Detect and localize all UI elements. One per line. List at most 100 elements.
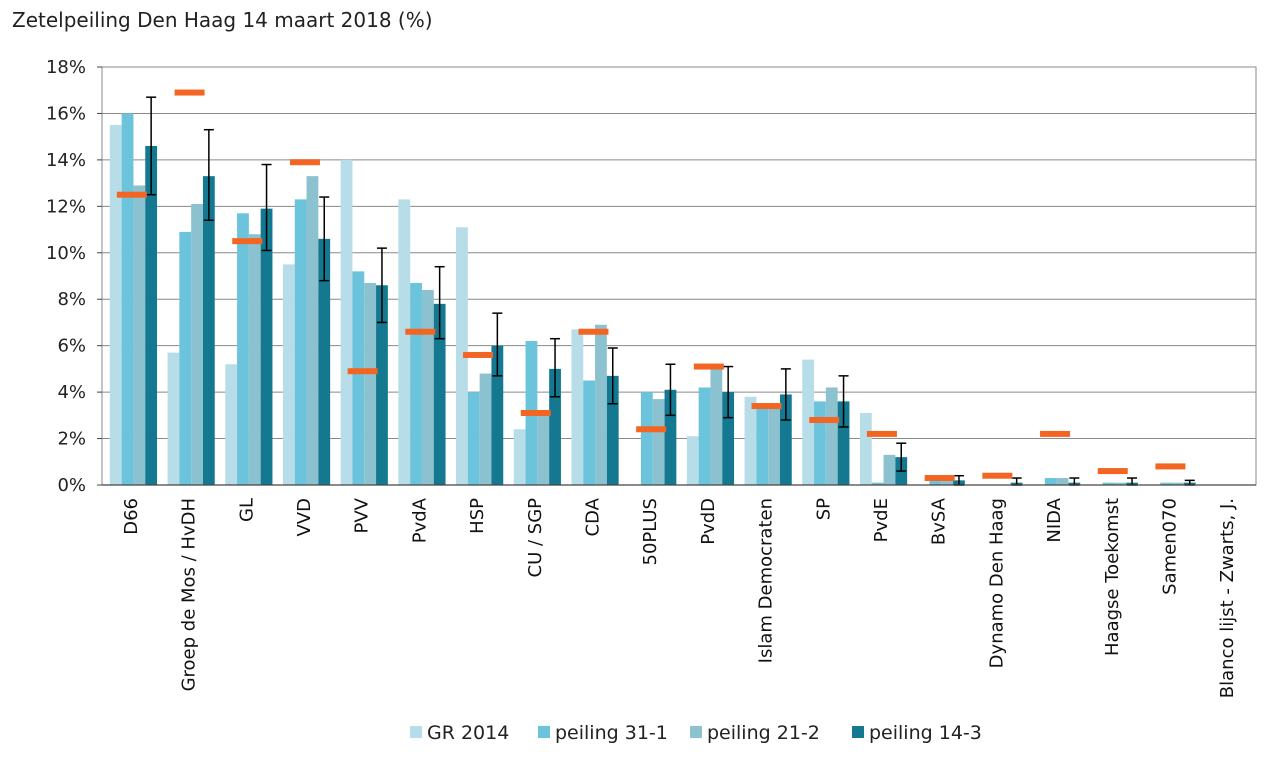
bar <box>191 204 203 485</box>
bar <box>640 392 653 485</box>
bar <box>376 285 388 485</box>
bar <box>352 271 365 485</box>
bar <box>768 403 780 485</box>
marker <box>636 426 667 433</box>
bar <box>294 199 307 485</box>
bar <box>686 436 699 485</box>
bar <box>237 213 249 486</box>
marker <box>578 328 609 335</box>
bar <box>179 231 192 485</box>
marker <box>405 328 436 335</box>
bar <box>664 389 677 485</box>
x-tick-label: Groep de Mos / HvDH <box>179 498 200 691</box>
y-tick-label: 4% <box>57 382 86 403</box>
x-tick-label: SP <box>813 498 834 520</box>
bar <box>1160 482 1173 485</box>
bar <box>318 238 331 485</box>
bar <box>1114 482 1127 485</box>
bar <box>537 415 550 485</box>
bar <box>941 478 954 485</box>
bar <box>698 387 711 485</box>
x-tick-label: PvdD <box>698 498 719 545</box>
bar <box>479 373 492 485</box>
bar <box>606 375 619 485</box>
chart-title: Zetelpeiling Den Haag 14 maart 2018 (%) <box>12 8 433 32</box>
marker <box>1155 463 1186 470</box>
bar <box>109 125 122 486</box>
bar <box>871 482 884 485</box>
bar <box>652 399 665 485</box>
marker <box>116 191 147 198</box>
bar <box>248 234 261 485</box>
bar <box>133 185 146 485</box>
bar <box>549 368 561 485</box>
x-tick-label: CU / SGP <box>525 498 546 578</box>
y-tick-label: 8% <box>57 289 86 310</box>
marker <box>866 430 897 437</box>
bar <box>595 324 607 485</box>
legend-swatch <box>690 726 702 738</box>
y-tick-label: 18% <box>46 57 86 78</box>
bar <box>421 289 434 485</box>
bar <box>364 282 377 485</box>
bar <box>859 413 872 485</box>
marker <box>982 472 1013 479</box>
x-tick-label: NIDA <box>1044 497 1065 542</box>
x-tick-label: 50PLUS <box>640 498 661 566</box>
marker <box>174 89 205 96</box>
x-tick-label: PvdA <box>409 497 430 543</box>
y-tick-label: 14% <box>46 150 86 171</box>
marker <box>1097 468 1128 475</box>
bar <box>491 345 504 485</box>
bar <box>433 303 446 485</box>
bar <box>1056 478 1069 485</box>
x-tick-label: BvSA <box>929 497 950 545</box>
bar <box>744 396 757 485</box>
bar <box>1044 478 1057 485</box>
marker <box>347 368 378 375</box>
bar <box>456 227 468 485</box>
bar <box>1102 482 1115 485</box>
bar <box>145 145 158 485</box>
y-tick-label: 16% <box>46 103 86 124</box>
bar <box>121 113 134 485</box>
bar <box>202 176 215 485</box>
x-tick-label: Blanco lijst - Zwarts, J. <box>1217 498 1238 698</box>
bar <box>410 282 422 485</box>
x-tick-label: PvdE <box>871 498 892 542</box>
y-tick-label: 6% <box>57 336 86 357</box>
bar <box>306 176 319 485</box>
x-tick-label: CDA <box>582 497 603 536</box>
bar <box>756 406 769 485</box>
bar <box>167 352 180 485</box>
bar <box>722 392 735 485</box>
y-tick-label: 0% <box>57 475 86 496</box>
y-tick-label: 10% <box>46 243 86 264</box>
marker <box>924 475 955 482</box>
bar <box>837 401 850 485</box>
bar <box>398 199 411 485</box>
bar <box>513 429 526 485</box>
x-tick-label: Dynamo Den Haag <box>986 498 1007 668</box>
marker <box>1040 430 1071 437</box>
bar <box>467 392 480 485</box>
legend-label: peiling 14-3 <box>869 722 982 744</box>
bar <box>282 264 295 485</box>
bar <box>802 359 815 485</box>
x-tick-label: HSP <box>467 498 488 534</box>
marker <box>289 159 320 166</box>
legend-swatch <box>538 726 550 738</box>
x-tick-label: Haagse Toekomst <box>1102 498 1123 656</box>
bar <box>710 368 723 485</box>
bar <box>779 394 792 485</box>
x-tick-label: D66 <box>121 498 142 535</box>
bar <box>571 329 584 485</box>
marker <box>520 410 551 417</box>
bar <box>583 380 596 485</box>
legend-swatch <box>410 726 422 738</box>
x-tick-label: VVD <box>294 498 315 537</box>
bar <box>929 478 942 485</box>
bar <box>260 208 273 485</box>
bar <box>225 364 238 485</box>
